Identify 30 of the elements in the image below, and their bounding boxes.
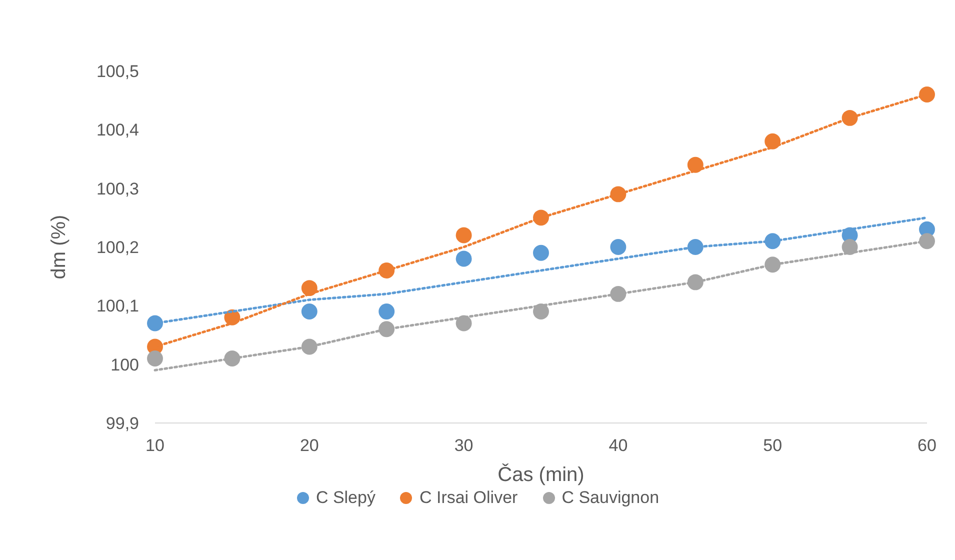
point [919,86,935,102]
point [378,304,395,320]
x-tick-label: 60 [918,436,936,456]
point [147,315,163,332]
point [147,350,163,366]
x-tick-label: 30 [454,436,474,456]
point [533,244,549,261]
x-tick-label: 10 [146,436,164,456]
y-axis-title: dm (%) [48,214,70,280]
point [456,227,472,244]
x-tick-label: 40 [608,436,628,456]
y-tick-label: 100,4 [96,120,139,140]
point [301,304,318,320]
point [919,233,935,250]
legend-label: C Sauvignon [562,488,660,508]
y-tick-label: 100,3 [96,179,139,198]
y-tick-label: 100,5 [96,62,139,82]
y-tick-label: 99,9 [106,414,139,434]
point [533,304,549,320]
legend-label: C Irsai Oliver [419,488,518,508]
y-tick-label: 100 [110,355,139,374]
point [301,280,318,296]
legend-label: C Slepý [316,488,376,508]
x-tick-label: 50 [763,436,782,456]
y-tick-label: 100,1 [96,296,139,316]
x-axis-title: Čas (min) [498,463,584,486]
point [456,250,472,267]
x-tick-label: 20 [300,436,319,456]
y-tick-label: 100,2 [96,238,139,258]
point [610,239,626,255]
